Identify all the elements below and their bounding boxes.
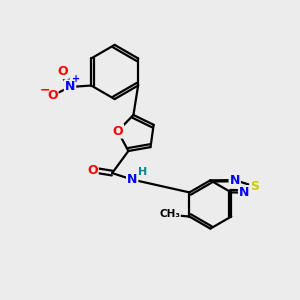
Text: N: N [230,174,240,187]
Text: N: N [127,173,137,186]
Text: H: H [138,167,147,177]
Text: O: O [112,124,123,138]
Text: N: N [65,80,75,94]
Text: O: O [57,65,68,78]
Text: O: O [87,164,98,177]
Text: S: S [250,180,259,193]
Text: O: O [47,89,58,102]
Text: N: N [239,186,249,199]
Text: +: + [72,74,80,84]
Text: CH₃: CH₃ [159,208,180,219]
Text: −: − [39,83,50,96]
